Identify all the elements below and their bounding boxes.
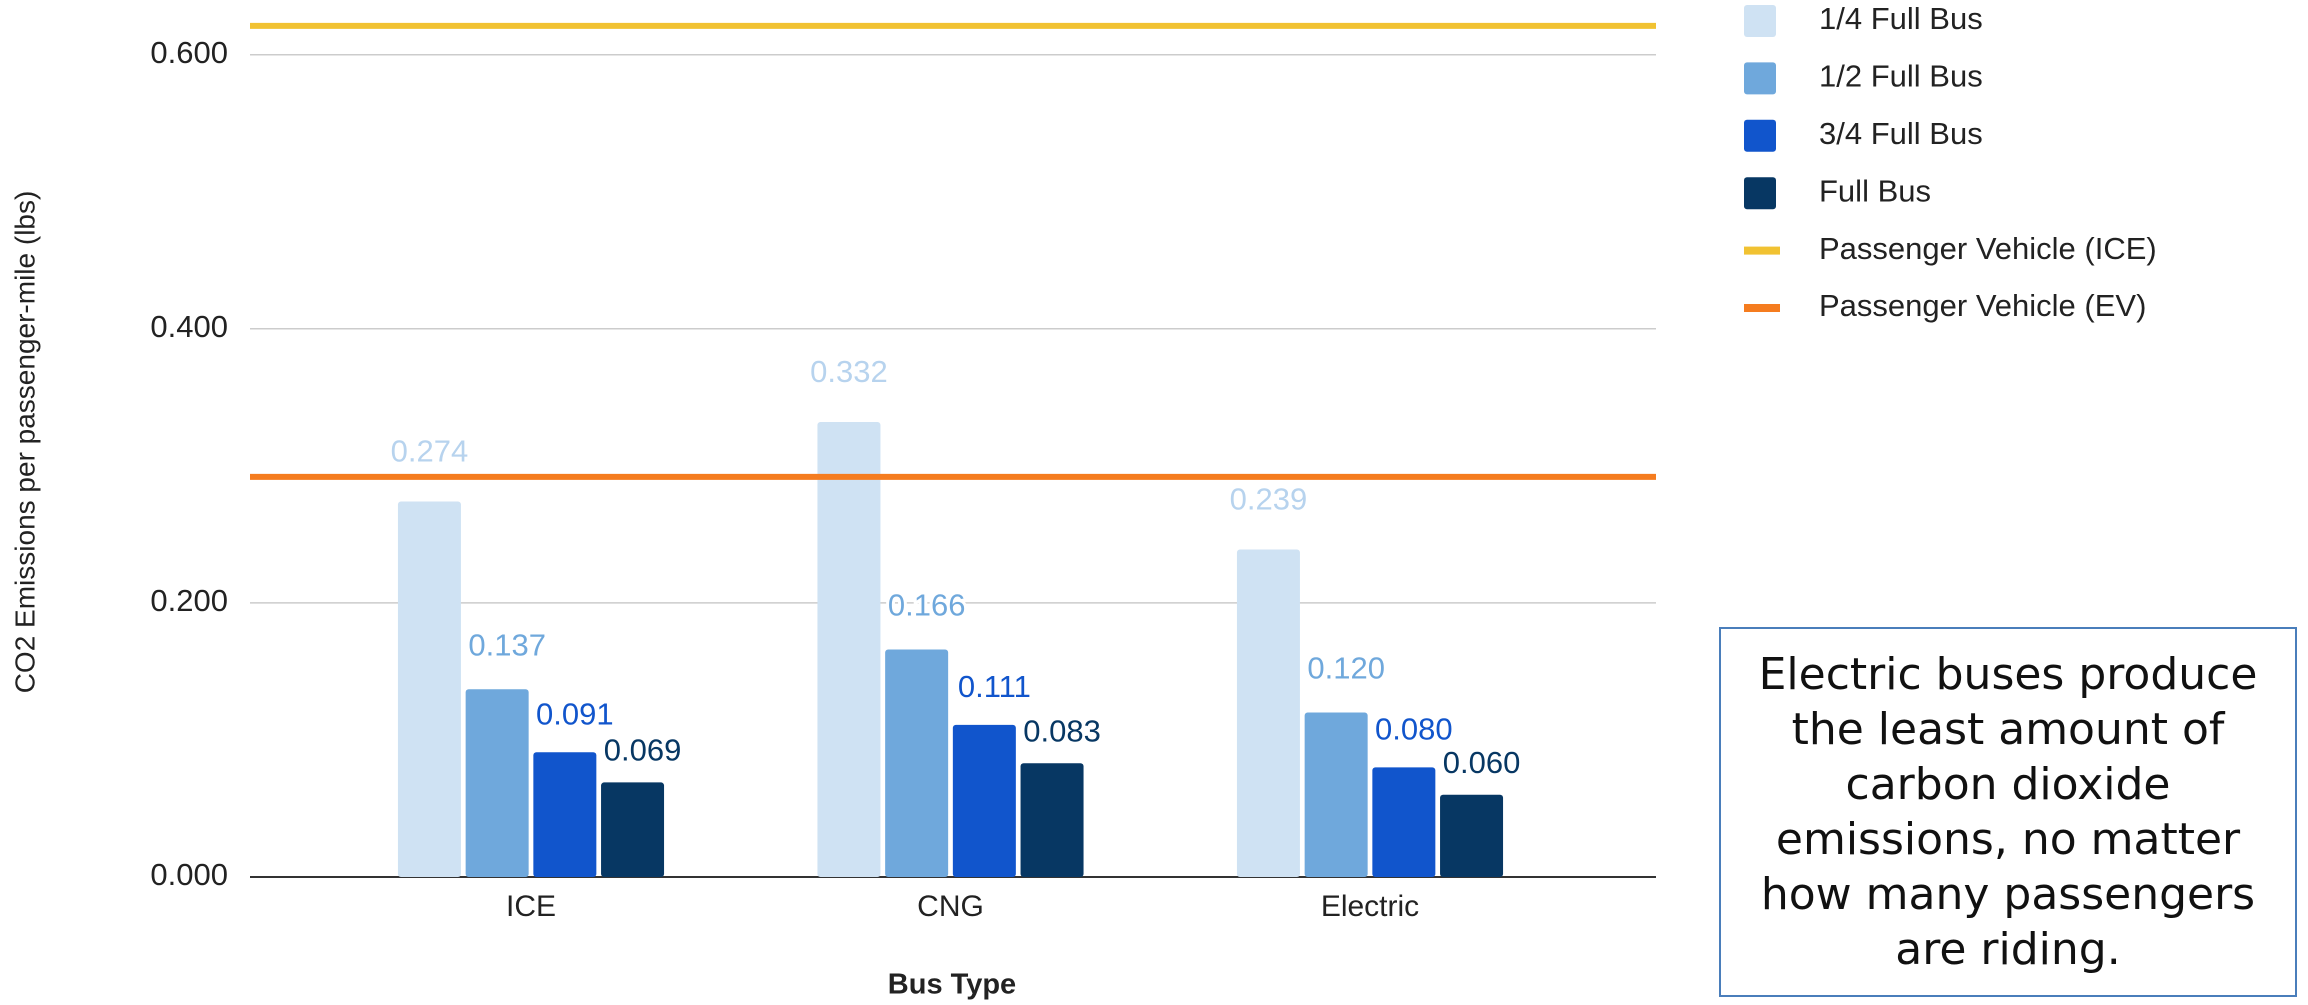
annotation: Electric buses produce the least amount … <box>1719 627 2297 997</box>
legend-swatch <box>1744 5 1776 37</box>
y-tick-label: 0.600 <box>150 35 228 70</box>
data-label: 0.083 <box>1023 713 1101 748</box>
legend-label: Passenger Vehicle (ICE) <box>1819 231 2157 266</box>
bar <box>952 724 1016 877</box>
legend-label: 1/4 Full Bus <box>1819 1 1983 36</box>
bar <box>397 501 461 877</box>
legend-swatch <box>1744 246 1780 255</box>
data-label: 0.332 <box>810 354 888 389</box>
data-label: 0.239 <box>1230 482 1308 517</box>
x-tick-label: ICE <box>506 890 556 923</box>
data-label: 0.120 <box>1307 651 1385 686</box>
bar <box>533 752 597 877</box>
legend-label: 1/2 Full Bus <box>1819 59 1983 94</box>
data-label: 0.091 <box>536 696 614 731</box>
bar <box>601 782 665 877</box>
legend-label: Full Bus <box>1819 173 1931 208</box>
legend-label: 3/4 Full Bus <box>1819 116 1983 151</box>
data-label: 0.080 <box>1375 712 1453 747</box>
bar <box>1440 794 1504 877</box>
y-tick-label: 0.000 <box>150 857 228 892</box>
data-label: 0.060 <box>1443 745 1521 780</box>
bar <box>1372 767 1436 877</box>
legend-swatch <box>1744 304 1780 312</box>
data-label: 0.111 <box>958 669 1031 704</box>
x-axis-label: Bus Type <box>888 969 1016 1001</box>
bar <box>1236 549 1300 877</box>
bar <box>885 649 949 877</box>
y-tick-label: 0.200 <box>150 583 228 618</box>
y-tick-label: 0.400 <box>150 309 228 344</box>
legend-swatch <box>1744 177 1776 210</box>
bar <box>817 422 881 877</box>
legend-label: Passenger Vehicle (EV) <box>1819 288 2146 323</box>
legend-swatch <box>1744 62 1776 95</box>
x-tick-label: Electric <box>1321 890 1419 923</box>
legend-swatch <box>1744 119 1776 152</box>
data-label: 0.166 <box>888 588 966 623</box>
y-axis-label: CO2 Emissions per passenger-mile (lbs) <box>9 191 40 694</box>
bar <box>1020 763 1084 877</box>
data-label: 0.069 <box>604 733 682 768</box>
x-tick-label: CNG <box>917 890 984 923</box>
data-label: 0.137 <box>468 627 546 662</box>
data-label: 0.274 <box>391 434 469 469</box>
bar <box>1304 712 1368 877</box>
bar <box>465 689 529 877</box>
